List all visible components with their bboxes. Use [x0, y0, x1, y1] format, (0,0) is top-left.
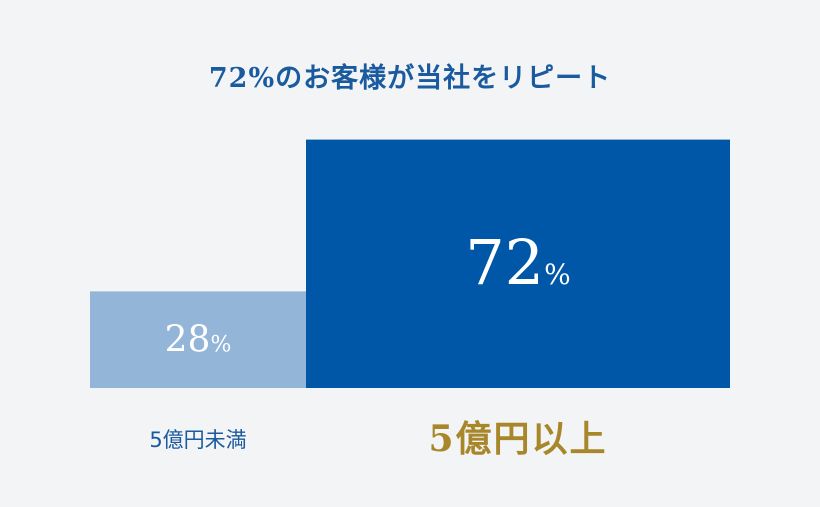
category-label-over-5oku: 5億円以上 [428, 418, 608, 460]
bar-value-number-under-5oku: 28 [165, 320, 211, 361]
bar-under-5oku [90, 291, 306, 388]
chart-title: 72%のお客様が当社をリピート [208, 63, 612, 94]
bar-over-5oku [306, 139, 730, 388]
bar-value-label-under-5oku: 28% [165, 320, 232, 361]
category-label-under-5oku: 5億円未満 [149, 428, 247, 452]
bar-value-unit-under-5oku: % [210, 333, 231, 358]
bar-value-label-over-5oku: 72% [465, 226, 571, 299]
bar-value-unit-over-5oku: % [544, 258, 571, 291]
bar-value-number-over-5oku: 72 [465, 226, 544, 299]
